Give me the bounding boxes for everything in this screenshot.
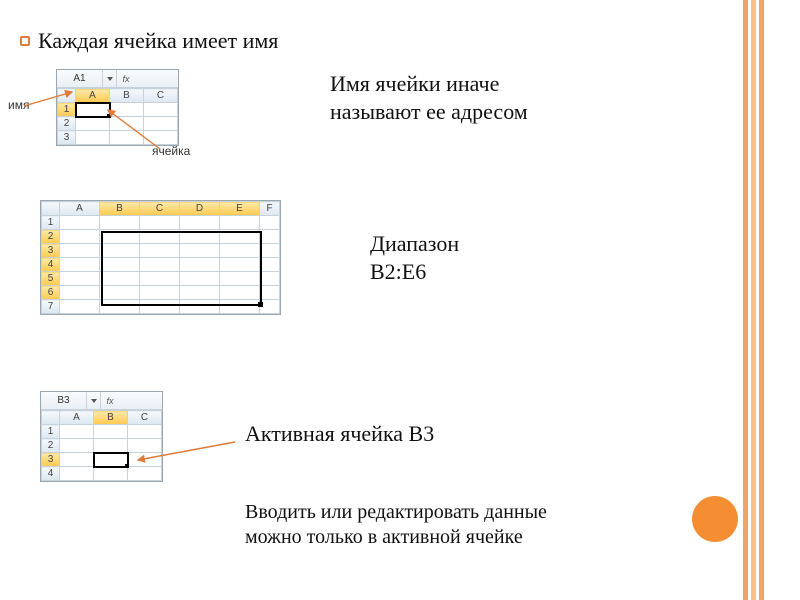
mini-sheet-2: A B C D E F 1 2 3 4 5 6 7	[40, 200, 281, 315]
text-address: Имя ячейки иначе называют ее адресом	[330, 70, 528, 125]
title-row: Каждая ячейка имеет имя	[20, 28, 740, 54]
accent-circle	[692, 496, 738, 542]
label-cell: ячейка	[152, 144, 190, 158]
cell[interactable]	[76, 131, 110, 145]
row-header[interactable]: 3	[42, 244, 60, 258]
mini-sheet-3: B3 fx A B C 1 2 3 4	[40, 391, 163, 482]
name-dropdown-icon[interactable]	[103, 70, 117, 87]
text-range: Диапазон B2:E6	[370, 230, 459, 285]
row-header[interactable]: 2	[58, 117, 76, 131]
cell[interactable]	[76, 117, 110, 131]
row-header[interactable]: 2	[42, 230, 60, 244]
text-active-cell: Активная ячейка B3	[245, 420, 434, 448]
row-header[interactable]: 4	[42, 467, 60, 481]
section-2: A B C D E F 1 2 3 4 5 6 7	[40, 200, 281, 320]
cell[interactable]	[110, 131, 144, 145]
name-box[interactable]: A1	[57, 70, 103, 87]
fx-icon[interactable]: fx	[101, 392, 119, 409]
text-line: можно только в активной ячейке	[245, 525, 547, 550]
col-header[interactable]: A	[76, 89, 110, 103]
cell[interactable]	[110, 117, 144, 131]
row-header[interactable]: 1	[42, 425, 60, 439]
cell[interactable]	[76, 103, 110, 117]
col-header[interactable]: E	[220, 202, 260, 216]
slide-content: Каждая ячейка имеет имя имя A1 fx A B C …	[0, 0, 800, 600]
cell[interactable]	[144, 117, 178, 131]
col-header[interactable]: F	[260, 202, 280, 216]
name-dropdown-icon[interactable]	[87, 392, 101, 409]
text-line: Вводить или редактировать данные	[245, 500, 547, 525]
col-header[interactable]: C	[128, 411, 162, 425]
text-line: Имя ячейки иначе	[330, 70, 528, 98]
row-header[interactable]: 7	[42, 300, 60, 314]
row-header[interactable]: 5	[42, 272, 60, 286]
col-header[interactable]: A	[60, 202, 100, 216]
grid: A B C 1 2 3 4	[41, 410, 162, 481]
fx-icon[interactable]: fx	[117, 70, 135, 87]
select-all-corner[interactable]	[42, 202, 60, 216]
text-line: Диапазон	[370, 230, 459, 258]
section-3: B3 fx A B C 1 2 3 4	[40, 390, 163, 482]
slide-title: Каждая ячейка имеет имя	[38, 28, 278, 54]
row-header[interactable]: 3	[58, 131, 76, 145]
row-header[interactable]: 3	[42, 453, 60, 467]
bullet-icon	[20, 36, 30, 46]
active-cell[interactable]	[94, 453, 128, 467]
col-header[interactable]: B	[110, 89, 144, 103]
row-header[interactable]: 2	[42, 439, 60, 453]
cell[interactable]	[110, 103, 144, 117]
text-line: называют ее адресом	[330, 98, 528, 126]
cell[interactable]	[144, 103, 178, 117]
mini-sheet-1: A1 fx A B C 1 2 3	[56, 69, 179, 146]
label-name: имя	[8, 98, 29, 112]
select-all-corner[interactable]	[42, 411, 60, 425]
name-bar: A1 fx	[57, 70, 178, 88]
col-header[interactable]: D	[180, 202, 220, 216]
col-header[interactable]: A	[60, 411, 94, 425]
col-header[interactable]: B	[100, 202, 140, 216]
row-header[interactable]: 1	[42, 216, 60, 230]
grid: A B C 1 2 3	[57, 88, 178, 145]
row-header[interactable]: 1	[58, 103, 76, 117]
cell[interactable]	[144, 131, 178, 145]
name-box[interactable]: B3	[41, 392, 87, 409]
row-header[interactable]: 4	[42, 258, 60, 272]
col-header[interactable]: C	[144, 89, 178, 103]
col-header[interactable]: C	[140, 202, 180, 216]
section-1: имя A1 fx A B C 1 2 3 ячейка	[20, 68, 179, 146]
row-header[interactable]: 6	[42, 286, 60, 300]
name-bar: B3 fx	[41, 392, 162, 410]
grid: A B C D E F 1 2 3 4 5 6 7	[41, 201, 280, 314]
footer-text: Вводить или редактировать данные можно т…	[245, 500, 547, 550]
text-line: B2:E6	[370, 258, 459, 286]
col-header[interactable]: B	[94, 411, 128, 425]
select-all-corner[interactable]	[58, 89, 76, 103]
